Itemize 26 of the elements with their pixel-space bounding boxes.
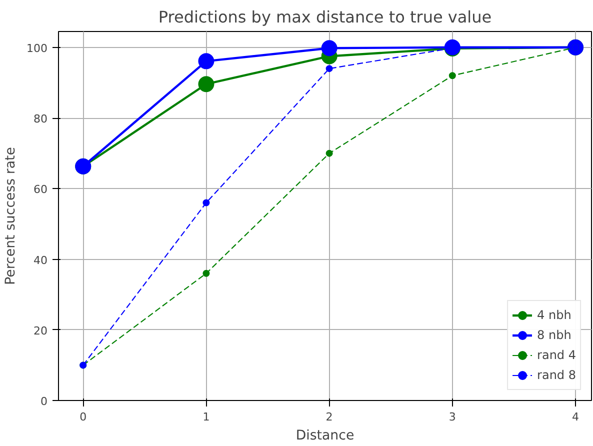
x-tick-label: 4 (572, 410, 579, 424)
point (202, 270, 210, 277)
y-tick-label: 40 (34, 254, 48, 267)
point (198, 53, 214, 70)
y-tick-label: 0 (40, 395, 48, 408)
x-axis-title: Distance (296, 428, 354, 444)
point (326, 150, 333, 157)
legend-label: rand 8 (537, 368, 576, 382)
legend-label: 4 nbh (537, 308, 572, 322)
x-tick-label: 2 (326, 410, 333, 424)
point (326, 65, 333, 72)
y-tick-label: 60 (34, 183, 48, 196)
legend-label: 8 nbh (537, 328, 572, 342)
point (321, 40, 338, 56)
y-tick-label: 80 (34, 112, 48, 126)
y-tick-label: 100 (26, 42, 48, 55)
x-tick-label: 3 (448, 410, 456, 424)
x-tick-label: 1 (202, 410, 210, 424)
y-tick-label: 20 (34, 324, 48, 338)
y-axis-title: Percent success rate (4, 147, 19, 285)
legend-label: rand 4 (537, 348, 576, 362)
x-tick-label: 0 (80, 410, 87, 424)
point (202, 199, 210, 206)
point (448, 72, 456, 80)
point (198, 76, 214, 92)
chart-title: Predictions by max distance to true value (158, 8, 492, 26)
